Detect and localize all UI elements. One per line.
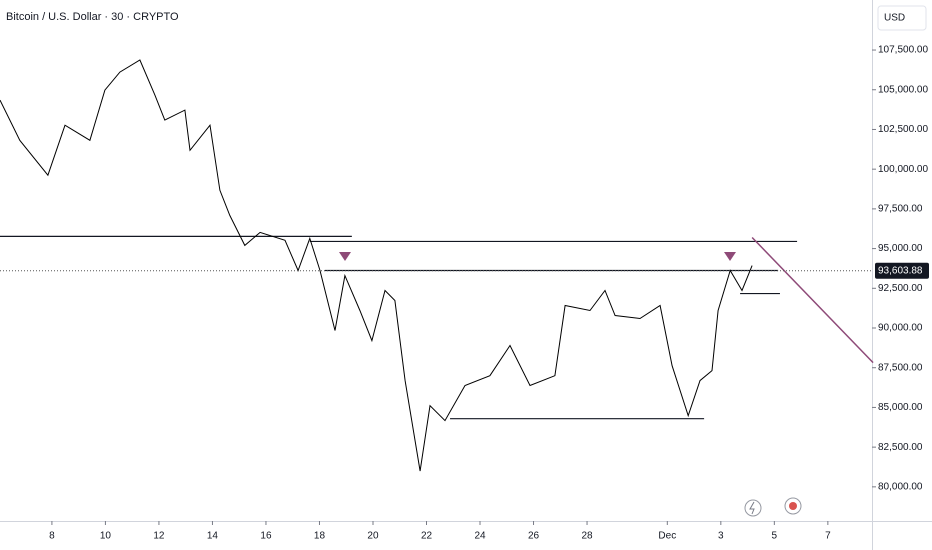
x-tick-label: 28 bbox=[581, 531, 593, 542]
last-price-box bbox=[875, 262, 929, 279]
trend-line bbox=[751, 236, 874, 364]
x-tick-label: 8 bbox=[49, 531, 55, 542]
event-icon-glyph bbox=[749, 501, 755, 515]
event-icon[interactable] bbox=[744, 499, 762, 517]
x-tick-label: 12 bbox=[153, 531, 165, 542]
y-tick-label: 105,000.00 bbox=[878, 84, 928, 95]
marker bbox=[339, 252, 351, 261]
x-tick-label: 3 bbox=[718, 531, 724, 542]
marker bbox=[724, 252, 736, 261]
y-tick-label: 82,500.00 bbox=[878, 442, 923, 453]
y-tick-label: 95,000.00 bbox=[878, 243, 923, 254]
x-tick-label: 20 bbox=[367, 531, 379, 542]
x-tick-label: 24 bbox=[474, 531, 486, 542]
y-tick-label: 87,500.00 bbox=[878, 362, 923, 373]
y-tick-label: 100,000.00 bbox=[878, 164, 928, 175]
chart-title: Bitcoin / U.S. Dollar · 30 · CRYPTO bbox=[6, 11, 179, 23]
last-price-label: 93,603.88 bbox=[878, 265, 923, 276]
y-tick-label: 85,000.00 bbox=[878, 402, 923, 413]
currency: USD bbox=[884, 13, 905, 24]
event-icon-glyph bbox=[789, 502, 797, 510]
y-tick-label: 90,000.00 bbox=[878, 323, 923, 334]
x-tick-label: 18 bbox=[314, 531, 326, 542]
currency-box[interactable] bbox=[877, 5, 927, 31]
x-tick-label: Dec bbox=[658, 531, 676, 542]
x-tick-label: 7 bbox=[825, 531, 831, 542]
x-tick-label: 10 bbox=[100, 531, 112, 542]
price-line bbox=[0, 59, 753, 472]
y-tick-label: 107,500.00 bbox=[878, 45, 928, 56]
y-tick-label: 102,500.00 bbox=[878, 124, 928, 135]
x-tick-label: 5 bbox=[772, 531, 778, 542]
y-tick-label: 97,500.00 bbox=[878, 204, 923, 215]
y-tick-label: 92,500.00 bbox=[878, 283, 923, 294]
y-tick-label: 80,000.00 bbox=[878, 481, 923, 492]
x-tick-label: 26 bbox=[528, 531, 540, 542]
x-tick-label: 16 bbox=[260, 531, 272, 542]
x-tick-label: 14 bbox=[207, 531, 219, 542]
x-tick-label: 22 bbox=[421, 531, 433, 542]
